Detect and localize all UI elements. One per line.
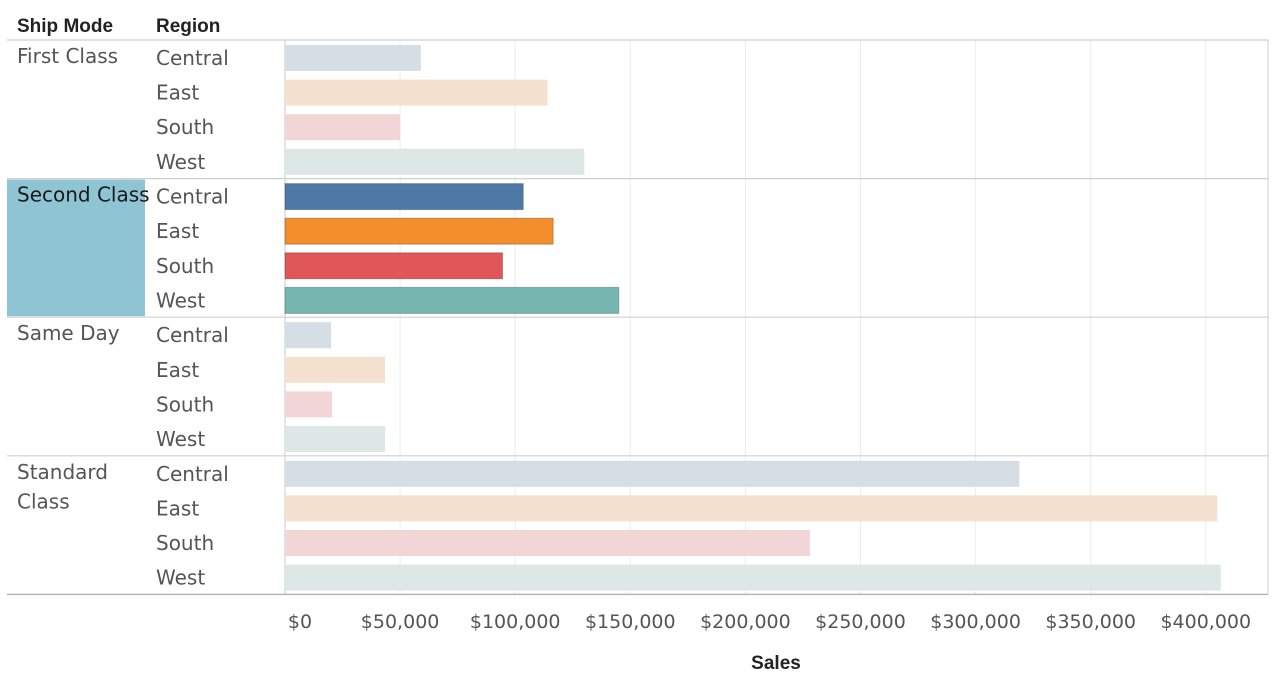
header-ship-mode: Ship Mode (17, 16, 113, 37)
chart-background-layer (7, 179, 145, 317)
bar-first-class-central[interactable] (285, 45, 421, 71)
x-axis-title: Sales (751, 653, 801, 674)
row-label-standard-class-central[interactable]: Central (156, 462, 229, 486)
bar-first-class-west[interactable] (285, 148, 585, 175)
x-tick-label-250-000: $250,000 (815, 611, 906, 633)
x-tick-label-50-000: $50,000 (361, 611, 440, 633)
header-region: Region (156, 16, 220, 37)
x-tick-label-350-000: $350,000 (1045, 611, 1136, 633)
x-tick-label-400-000: $400,000 (1160, 611, 1251, 633)
bar-second-class-central[interactable] (284, 183, 524, 211)
row-label-first-class-south[interactable]: South (156, 115, 214, 139)
x-tick-label-0: $0 (288, 611, 312, 633)
bar-second-class-east[interactable] (284, 217, 554, 245)
row-label-second-class-east[interactable]: East (156, 219, 199, 243)
x-tick-label-100-000: $100,000 (470, 611, 561, 633)
bar-same-day-central[interactable] (285, 322, 332, 349)
x-tick-label-300-000: $300,000 (930, 611, 1021, 633)
group-label-same-day[interactable]: Same Day (17, 321, 120, 345)
bar-second-class-west[interactable] (284, 286, 620, 314)
group-label-standard-class-line-2[interactable]: Class (17, 489, 70, 513)
bar-standard-class-south[interactable] (285, 530, 810, 556)
x-axis: $0 $50,000 $100,000 $150,000 $200,000 $250,00… (288, 611, 1251, 633)
bar-first-class-south[interactable] (285, 114, 401, 141)
gridlines (7, 39, 1269, 596)
row-label-standard-class-west[interactable]: West (156, 566, 205, 590)
x-tick-label-200-000: $200,000 (700, 611, 791, 633)
bar-first-class-east[interactable] (285, 79, 548, 106)
bar-same-day-east[interactable] (285, 356, 386, 383)
row-label-second-class-west[interactable]: West (156, 288, 205, 312)
x-tick-label-150-000: $150,000 (585, 611, 676, 633)
bar-standard-class-west[interactable] (285, 564, 1221, 591)
bar-second-class-south[interactable] (284, 252, 504, 280)
bar-same-day-west[interactable] (285, 426, 386, 452)
highlighted-group-cell (7, 179, 145, 317)
group-label-second-class[interactable]: Second Class (17, 183, 150, 207)
bar-standard-class-central[interactable] (285, 460, 1020, 487)
row-label-same-day-south[interactable]: South (156, 392, 214, 416)
row-label-second-class-south[interactable]: South (156, 254, 214, 278)
bar-same-day-south[interactable] (285, 391, 333, 418)
row-label-first-class-central[interactable]: Central (156, 46, 229, 70)
row-label-same-day-central[interactable]: Central (156, 323, 229, 347)
row-label-same-day-west[interactable]: West (156, 427, 205, 451)
row-label-first-class-east[interactable]: East (156, 81, 199, 105)
row-label-standard-class-east[interactable]: East (156, 496, 199, 520)
row-label-second-class-central[interactable]: Central (156, 185, 229, 209)
group-label-first-class[interactable]: First Class (17, 44, 118, 68)
group-label-standard-class-line-1[interactable]: Standard (17, 460, 108, 484)
row-label-standard-class-south[interactable]: South (156, 531, 214, 555)
bar-standard-class-east[interactable] (285, 495, 1218, 522)
row-label-same-day-east[interactable]: East (156, 358, 199, 382)
row-label-first-class-west[interactable]: West (156, 150, 205, 174)
bars (284, 45, 1221, 591)
